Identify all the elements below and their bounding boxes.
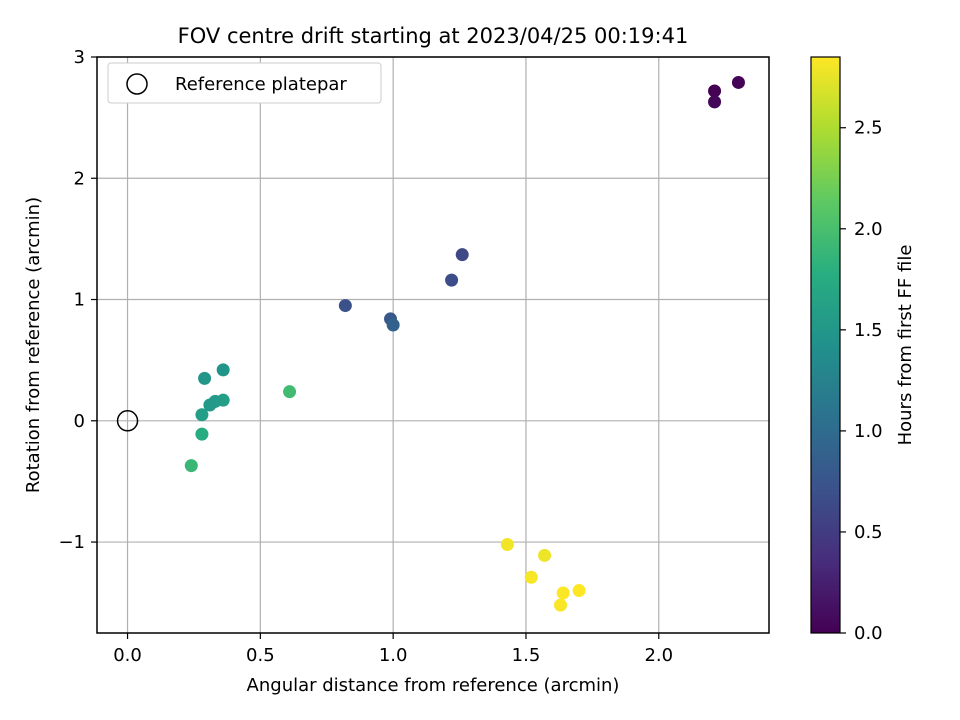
x-tick-label: 1.5 xyxy=(512,645,541,666)
colorbar-tick-label: 2.5 xyxy=(854,118,883,139)
data-point xyxy=(731,75,745,89)
y-tick-label: −1 xyxy=(58,532,85,553)
plot-background xyxy=(97,57,769,633)
data-point xyxy=(283,385,297,399)
data-point xyxy=(455,248,469,262)
colorbar-tick-label: 2.0 xyxy=(854,219,883,240)
x-tick-label: 1.0 xyxy=(379,645,408,666)
plot-area: 0.0 0.5 1.0 1.5 2.0 −1 0 1 2 3 xyxy=(58,47,770,666)
data-point xyxy=(338,299,352,313)
data-point xyxy=(184,459,198,473)
data-point xyxy=(524,570,538,584)
x-tick-label: 2.0 xyxy=(644,645,673,666)
x-axis-ticks: 0.0 0.5 1.0 1.5 2.0 xyxy=(113,633,673,666)
legend-box xyxy=(107,62,382,104)
x-axis-label: Angular distance from reference (arcmin) xyxy=(247,675,620,696)
y-axis-ticks: −1 0 1 2 3 xyxy=(58,47,97,553)
plot-frame xyxy=(96,56,770,634)
data-point xyxy=(386,318,400,332)
y-tick-label: 1 xyxy=(74,290,85,311)
colorbar: 0.0 0.5 1.0 1.5 2.0 2.5 Hours from first FF f… xyxy=(810,56,916,644)
legend-marker-icon xyxy=(126,73,148,95)
data-point xyxy=(708,95,722,109)
data-point xyxy=(572,584,586,598)
colorbar-label: Hours from first FF file xyxy=(895,245,916,446)
data-point xyxy=(553,598,567,612)
data-point xyxy=(198,371,212,385)
colorbar-tick-label: 0.5 xyxy=(854,522,883,543)
reference-platepar-marker xyxy=(116,410,139,432)
legend-entry-reference: Reference platepar xyxy=(175,74,347,95)
data-points xyxy=(184,75,745,612)
data-point xyxy=(203,398,217,412)
data-point xyxy=(195,427,209,441)
x-tick-label: 0.0 xyxy=(113,645,142,666)
data-point xyxy=(500,537,514,551)
data-point xyxy=(445,273,459,287)
colorbar-tick-label: 1.5 xyxy=(854,320,883,341)
data-point xyxy=(708,84,722,98)
y-tick-label: 2 xyxy=(74,168,85,189)
legend: Reference platepar xyxy=(107,62,382,104)
y-axis-label: Rotation from reference (arcmin) xyxy=(23,197,44,493)
colorbar-ticks: 0.0 0.5 1.0 1.5 2.0 2.5 xyxy=(840,118,883,644)
x-tick-label: 0.5 xyxy=(246,645,275,666)
y-tick-label: 0 xyxy=(74,411,85,432)
data-point xyxy=(216,363,230,377)
data-point xyxy=(195,408,209,422)
data-point xyxy=(538,548,552,562)
colorbar-gradient xyxy=(810,56,841,634)
colorbar-tick-label: 0.0 xyxy=(854,623,883,644)
data-point xyxy=(556,586,570,600)
colorbar-tick-label: 1.0 xyxy=(854,421,883,442)
reference-marker-group xyxy=(116,410,139,432)
y-tick-label: 3 xyxy=(74,47,85,68)
chart-title: FOV centre drift starting at 2023/04/25 … xyxy=(178,24,689,48)
